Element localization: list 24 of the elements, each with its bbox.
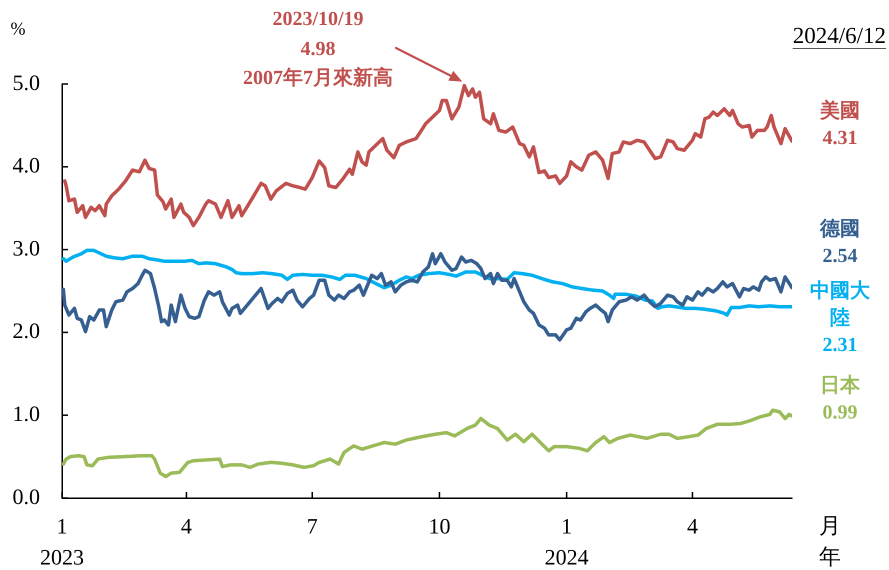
series-label: 中國大陸 <box>810 280 871 330</box>
data-label: 2.54 <box>822 245 858 268</box>
series-label: 美國 <box>819 98 860 122</box>
annotation: 2023/10/19 4.98 2007年7月來新高 <box>243 7 393 92</box>
y-tick-label: 3.0 <box>12 235 40 260</box>
x-tick-label: 1 2024 <box>544 513 589 570</box>
text: 德國 <box>819 218 860 240</box>
y-tick-label: 5.0 <box>12 70 40 95</box>
x-axis-title: 月年 <box>819 512 841 569</box>
x-tick-label: 4 <box>180 513 192 538</box>
y-tick-label: 1.0 <box>12 400 40 426</box>
y-tick-label: 2.0 <box>12 318 40 344</box>
y-tick-label: 4.0 <box>12 152 40 178</box>
text: 2024/6/12 <box>792 22 886 50</box>
x-tick-label: 4 <box>686 513 698 538</box>
data-label: 2.31 <box>822 334 858 356</box>
y-axis-title: % <box>10 18 26 39</box>
x-tick-label: 7 <box>306 513 318 538</box>
y-tick-label: 0.0 <box>12 484 40 509</box>
x-tick-label: 10 <box>428 513 450 538</box>
data-label: 0.99 <box>822 402 858 424</box>
series-label: 日本 <box>820 374 861 397</box>
x-tick-label: 1 2023 <box>40 513 84 570</box>
data-label: 4.31 <box>822 126 858 149</box>
